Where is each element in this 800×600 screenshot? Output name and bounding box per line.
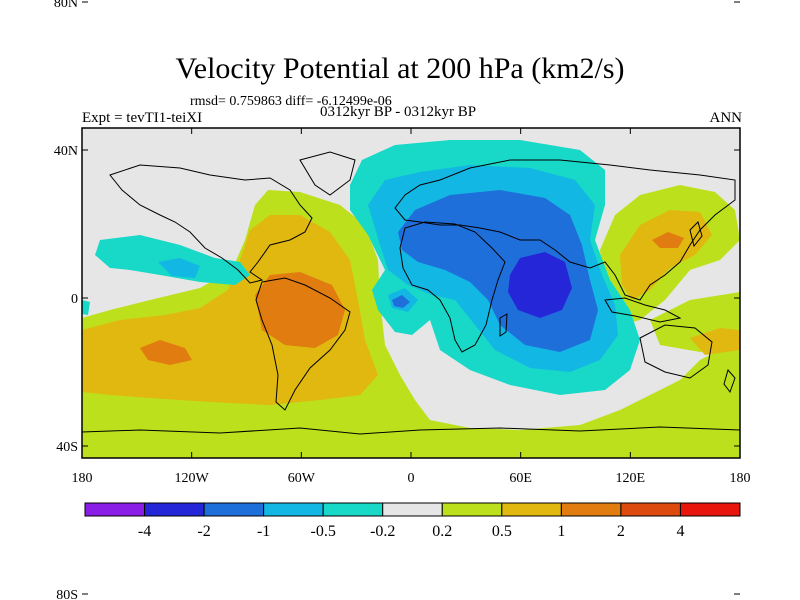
colorbar-swatch	[560, 502, 622, 517]
season-label: ANN	[709, 110, 743, 126]
experiment-label: Expt = tevTI1-teiXI	[82, 110, 203, 126]
colorbar-swatch	[203, 502, 265, 517]
colorbar-label: 2	[617, 523, 625, 540]
coast-australia	[639, 324, 713, 379]
coast-africa	[399, 221, 506, 353]
colorbar-swatch	[501, 502, 562, 517]
lat-tick-label: 80N	[54, 0, 78, 11]
colorbar-swatch	[679, 502, 741, 517]
contour-region-pos2-asia	[620, 210, 712, 300]
lat-tick-label: 0	[71, 292, 78, 307]
coast-antarctica	[81, 426, 741, 435]
colorbar-swatch	[441, 502, 503, 517]
colorbar-label: -4	[138, 523, 151, 540]
contour-region-pos3-asia	[652, 232, 684, 248]
axis-ticks: 80N 40N 0 40S 80S 180 120W 60W 0 60E 120E 180	[54, 0, 751, 600]
colorbar: -4 -2 -1 -0.5 -0.2 0.2 0.5 1 2 4	[84, 502, 741, 540]
page-title: Velocity Potential at 200 hPa (km2/s)	[175, 52, 625, 85]
lon-tick-label: 60E	[509, 471, 532, 486]
coast-madagascar	[499, 313, 508, 337]
period-label: 0312kyr BP - 0312kyr BP	[320, 104, 477, 120]
lon-tick-label: 60W	[288, 471, 316, 486]
coast-indonesia	[604, 297, 682, 323]
lat-tick-label: 40S	[56, 440, 78, 455]
contour-region-neg4-core	[508, 252, 572, 318]
coast-new-zealand	[723, 368, 736, 394]
colorbar-label: 0.5	[492, 523, 512, 540]
colorbar-swatch	[84, 502, 146, 517]
stats-text: rmsd= 0.759863 diff= -6.12499e-06	[190, 94, 392, 109]
lon-tick-label: 120E	[616, 471, 646, 486]
coast-greenland	[299, 151, 356, 196]
colorbar-label: 4	[676, 523, 684, 540]
contour-region-neg3-atlantic	[392, 295, 410, 308]
contour-region-pos3-pacific	[140, 340, 192, 365]
contour-region-neg2-npacific	[158, 258, 200, 278]
lat-tick-label: 80S	[56, 588, 78, 600]
colorbar-swatch	[144, 502, 205, 517]
coast-eurasia	[394, 159, 736, 301]
colorbar-label: 1	[557, 523, 565, 540]
coastlines	[81, 151, 741, 435]
lon-tick-label: 120W	[175, 471, 210, 486]
colorbar-swatch	[322, 502, 384, 517]
colorbar-label: -2	[197, 523, 210, 540]
coast-japan	[689, 221, 703, 248]
lon-tick-label: 0	[408, 471, 415, 486]
colorbar-label: -0.5	[311, 523, 336, 540]
colorbar-label: -1	[257, 523, 270, 540]
colorbar-swatch	[382, 502, 443, 517]
colorbar-label: 0.2	[432, 523, 452, 540]
coast-south-america	[255, 277, 351, 411]
contour-field	[82, 128, 740, 458]
contour-region-neg1-westedge	[82, 300, 90, 315]
lat-tick-label: 40N	[54, 144, 78, 159]
colorbar-swatch	[620, 502, 681, 517]
contour-region-pos3-samerica	[255, 272, 345, 348]
colorbar-label: -0.2	[370, 523, 395, 540]
lon-tick-label: 180	[730, 471, 751, 486]
colorbar-swatch	[263, 502, 324, 517]
lon-tick-label: 180	[72, 471, 93, 486]
coast-north-america	[109, 164, 313, 284]
